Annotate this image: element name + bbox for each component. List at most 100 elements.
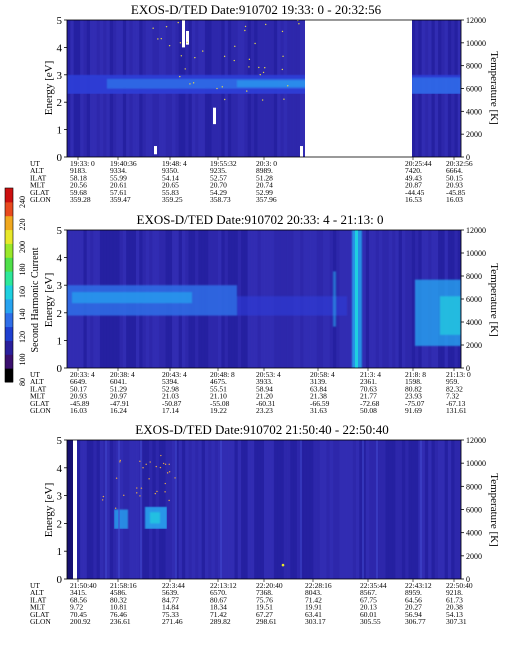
spectrogram-column — [99, 440, 104, 579]
orbit-row-label: GLON — [30, 406, 51, 415]
orbit-cell: 21.20 — [256, 392, 273, 401]
noise-speck — [216, 87, 218, 90]
y2-tick-label: 4000 — [466, 318, 482, 327]
panel-3-y2label: Temperature [K] — [488, 473, 500, 546]
vertical-streak — [220, 440, 222, 579]
noise-speck — [148, 478, 150, 480]
spectrogram-column — [378, 230, 383, 368]
vertical-streak — [105, 440, 107, 579]
colorbar-tick-label: 80 — [18, 378, 27, 386]
panel-3-spectrogram — [67, 440, 462, 579]
spectrogram-column — [296, 440, 301, 579]
spectrogram-column — [395, 440, 399, 579]
spectrogram-column — [411, 230, 416, 368]
spectrogram-column — [382, 230, 386, 368]
vertical-streak — [300, 440, 302, 579]
noise-speck — [168, 463, 170, 465]
orbit-cell: 4586. — [110, 588, 127, 597]
colorbar-cell — [5, 340, 13, 355]
y2-tick-label: 10000 — [466, 459, 486, 468]
orbit-cell: 19.22 — [210, 406, 227, 415]
noise-speck — [244, 25, 247, 28]
spectrogram-panel-3: EXOS-D/TED Date:910702 21:50:40 - 22:50:… — [30, 422, 500, 626]
colorbar-cell — [5, 201, 13, 217]
noise-speck — [202, 50, 204, 52]
spectrogram-column — [444, 440, 449, 579]
orbit-row-label: ALT — [30, 166, 44, 175]
noise-speck — [159, 466, 162, 469]
spectrogram-column — [132, 440, 137, 579]
orbit-cell: 54.14 — [162, 173, 179, 182]
spectrogram-column — [398, 230, 403, 368]
spectrogram-column — [270, 440, 275, 579]
noise-speck — [283, 98, 285, 100]
orbit-cell: 20.93 — [70, 392, 87, 401]
spectrogram-column — [355, 440, 360, 579]
orbit-row-label: GLON — [30, 617, 51, 626]
orbit-cell: 20:25:44 — [405, 159, 432, 168]
burst-patch-core — [150, 512, 160, 524]
orbit-cell: 6664. — [446, 166, 463, 175]
orbit-cell: 75.33 — [162, 610, 179, 619]
orbit-cell: -60.31 — [256, 399, 276, 408]
spectrogram-column — [365, 230, 370, 368]
spectrogram-column — [267, 440, 271, 579]
y-tick-label: 5 — [57, 15, 63, 27]
orbit-cell: 63.41 — [305, 610, 322, 619]
spectrogram-column — [346, 440, 350, 579]
orbit-cell: 303.17 — [305, 617, 326, 626]
spectrogram-column — [454, 440, 459, 579]
y2-tick-label: 6000 — [466, 295, 482, 304]
y2-tick-label: 8000 — [466, 62, 482, 71]
orbit-cell: 54.13 — [446, 610, 463, 619]
spectrogram-column — [172, 440, 176, 579]
orbit-row-label: UT — [30, 581, 40, 590]
vertical-streak — [140, 440, 142, 579]
orbit-cell: 306.77 — [405, 617, 426, 626]
spectrogram-column — [405, 230, 409, 368]
orbit-cell: 70.63 — [360, 384, 377, 393]
orbit-row-label: MLT — [30, 181, 46, 190]
spectrogram-column — [421, 440, 426, 579]
spectrogram-intensity — [114, 506, 167, 529]
orbit-cell: 21:50:40 — [70, 581, 97, 590]
spectrogram-column — [385, 440, 390, 579]
orbit-cell: 80.32 — [110, 595, 127, 604]
y2-tick-label: 0 — [466, 153, 470, 162]
y-tick-label: 4 — [57, 463, 63, 475]
orbit-cell: 20:33: 4 — [70, 370, 95, 379]
orbit-cell: 307.31 — [446, 617, 467, 626]
orbit-cell: 21:13: 0 — [446, 370, 471, 379]
spectrogram-column — [408, 230, 413, 368]
spectrogram-column — [76, 440, 81, 579]
energy-band-core — [72, 292, 192, 304]
colorbar-tick-label: 240 — [18, 196, 27, 208]
noise-speck — [281, 30, 284, 33]
noise-speck — [189, 83, 191, 85]
spectrogram-column — [165, 440, 170, 579]
spectrogram-column — [309, 440, 314, 579]
spectrogram-column — [323, 440, 327, 579]
orbit-cell: 20.97 — [110, 392, 127, 401]
spectrogram-column — [401, 230, 406, 368]
spectrogram-column — [398, 440, 403, 579]
y2-tick-label: 2000 — [466, 341, 482, 350]
y-tick-label: 0 — [57, 363, 63, 375]
y-tick-label: 3 — [57, 70, 63, 82]
vertical-streak — [420, 440, 422, 579]
orbit-cell: 20:48: 8 — [210, 370, 235, 379]
orbit-row-label: ALT — [30, 588, 44, 597]
spectrogram-column — [346, 230, 350, 368]
orbit-cell: 80.82 — [405, 384, 422, 393]
colorbar-cell — [5, 298, 13, 314]
orbit-cell: 20.74 — [256, 181, 273, 190]
orbit-cell: 3415. — [70, 588, 87, 597]
orbit-cell: 14.84 — [162, 603, 179, 612]
y-tick-label: 2 — [57, 308, 63, 320]
spectrogram-column — [254, 440, 258, 579]
spectrogram-column — [93, 440, 97, 579]
noise-speck — [174, 477, 176, 479]
orbit-cell: -75.07 — [405, 399, 425, 408]
orbit-cell: 9235. — [210, 166, 227, 175]
orbit-row-label: ILAT — [30, 173, 47, 182]
